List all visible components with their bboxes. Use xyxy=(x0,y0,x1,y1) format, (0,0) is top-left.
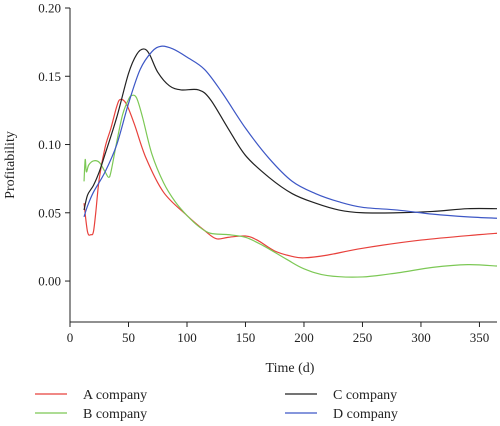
series-layer xyxy=(83,45,498,278)
series-line-d-company xyxy=(83,45,498,219)
y-tick-label: 0.00 xyxy=(38,274,61,289)
y-tick-label: 0.15 xyxy=(38,69,61,84)
series-line-b-company xyxy=(83,94,498,278)
x-ticks: 0 50 100 150 200 250 300 350 xyxy=(67,322,489,345)
axes xyxy=(69,8,497,323)
x-tick-label: 250 xyxy=(353,330,373,345)
y-ticks: 0.00 0.05 0.10 0.15 0.20 xyxy=(38,1,70,289)
x-tick-label: 200 xyxy=(294,330,314,345)
legend-label-a-company: A company xyxy=(83,388,147,403)
legend-label-b-company: B company xyxy=(83,407,147,422)
legend: A company B company C company D company xyxy=(35,388,398,422)
series-line-c-company xyxy=(83,48,498,214)
x-tick-label: 300 xyxy=(411,330,431,345)
y-axis-label: Profitability xyxy=(3,131,18,199)
legend-label-d-company: D company xyxy=(333,407,398,422)
x-tick-label: 350 xyxy=(470,330,490,345)
y-tick-label: 0.05 xyxy=(38,205,61,220)
y-tick-label: 0.20 xyxy=(38,1,61,16)
legend-label-c-company: C company xyxy=(333,388,397,403)
x-tick-label: 100 xyxy=(177,330,197,345)
x-tick-label: 50 xyxy=(122,330,135,345)
x-axis-label: Time (d) xyxy=(266,361,315,376)
x-tick-label: 0 xyxy=(67,330,74,345)
y-tick-label: 0.10 xyxy=(38,137,61,152)
x-tick-label: 150 xyxy=(236,330,256,345)
series-line-a-company xyxy=(83,98,498,259)
